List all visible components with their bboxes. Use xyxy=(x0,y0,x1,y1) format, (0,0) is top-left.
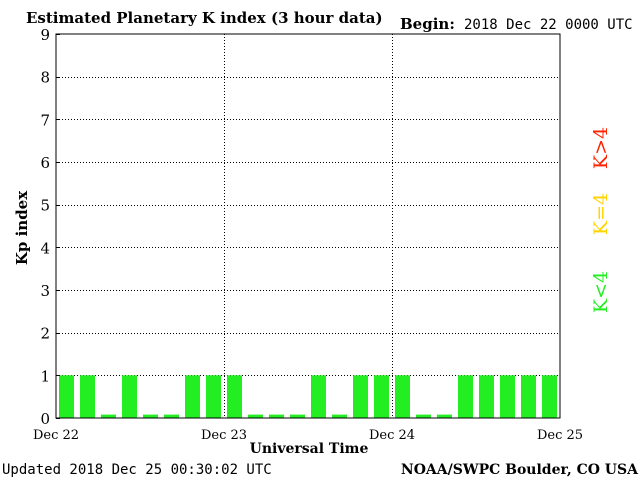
y-tick-label: 4 xyxy=(40,239,50,257)
y-tick-label: 7 xyxy=(40,111,50,129)
x-tick-label: Dec 23 xyxy=(201,428,247,443)
kp-bar xyxy=(164,414,179,418)
y-tick-label: 1 xyxy=(40,367,50,385)
y-tick-label: 6 xyxy=(40,154,50,172)
legend-high: K>4 xyxy=(590,127,612,169)
kp-bar xyxy=(437,414,452,418)
y-tick-label: 5 xyxy=(40,197,50,215)
x-tick-label: Dec 22 xyxy=(33,428,79,443)
kp-bar xyxy=(332,414,347,418)
kp-bar xyxy=(185,375,200,418)
legend-mid: K=4 xyxy=(590,193,612,235)
bar-series xyxy=(59,375,557,418)
plot-area xyxy=(56,34,560,418)
kp-bar xyxy=(122,375,137,418)
kp-bar xyxy=(479,375,494,418)
kp-bar xyxy=(374,375,389,418)
x-axis-label: Universal Time xyxy=(250,441,369,457)
plot-frame xyxy=(55,33,561,419)
y-tick-label: 8 xyxy=(40,69,50,87)
grid-lines xyxy=(56,34,560,418)
kp-bar xyxy=(227,375,242,418)
y-tick-label: 3 xyxy=(40,282,50,300)
x-tick-label: Dec 24 xyxy=(369,428,415,443)
kp-bar xyxy=(542,375,557,418)
kp-bar xyxy=(80,375,95,418)
y-axis-ticks: 0 1 2 3 4 5 6 7 8 9 xyxy=(40,26,60,428)
kp-bar xyxy=(143,414,158,418)
y-tick-label: 0 xyxy=(40,410,50,428)
legend-low: K<4 xyxy=(590,271,612,313)
kp-bar xyxy=(500,375,515,418)
kp-bar xyxy=(521,375,536,418)
kp-bar xyxy=(59,375,74,418)
kp-bar xyxy=(101,414,116,418)
begin-label: Begin: xyxy=(400,15,455,33)
kp-bar xyxy=(416,414,431,418)
updated-timestamp: Updated 2018 Dec 25 00:30:02 UTC xyxy=(2,462,272,478)
y-tick-label: 2 xyxy=(40,325,50,343)
kp-bar xyxy=(248,414,263,418)
x-axis-ticks: Dec 22 Dec 23 Dec 24 Dec 25 xyxy=(33,428,583,443)
y-tick-label: 9 xyxy=(40,26,50,44)
source-credit: NOAA/SWPC Boulder, CO USA xyxy=(401,462,639,478)
kp-bar xyxy=(269,414,284,418)
kp-bar xyxy=(353,375,368,418)
begin-date: 2018 Dec 22 0000 UTC xyxy=(464,17,633,33)
x-tick-label: Dec 25 xyxy=(537,428,583,443)
kp-bar xyxy=(311,375,326,418)
chart-title: Estimated Planetary K index (3 hour data… xyxy=(26,9,383,27)
kp-bar xyxy=(458,375,473,418)
kp-bar xyxy=(290,414,305,418)
kp-bar xyxy=(395,375,410,418)
y-axis-label: Kp index xyxy=(13,190,31,265)
kp-bar xyxy=(206,375,221,418)
